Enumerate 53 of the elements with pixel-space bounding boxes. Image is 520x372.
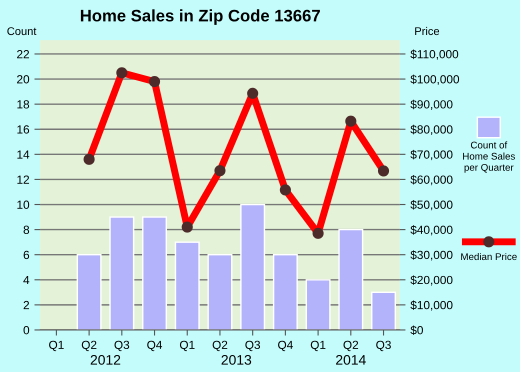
text: 2012 [90,354,120,365]
y2-tick-label: $10,000 [410,300,453,311]
y2-tick-label: $100,000 [410,74,460,85]
y-tick-label: 14 [17,150,30,159]
y2-axis-title: Price [415,26,440,36]
bar [207,254,232,330]
y2-tick-label: $0 [410,326,423,336]
y2-tick-label: $110,000 [410,50,458,60]
legend-label: Median Price [461,252,517,260]
x-tick-label: Q1 [180,340,195,352]
text: 2013 [222,354,252,365]
y2-tick-label: $40,000 [410,225,453,236]
bar [306,279,331,330]
y2-tick-label: $90,000 [410,100,453,110]
x-tick-label: Q4 [147,340,162,352]
x-tick-label: Q3 [376,340,391,352]
x-tick-label: Q1 [49,340,64,352]
y-tick-label: 22 [17,50,30,58]
text: 2014 [336,354,366,365]
x-tick-label: Q3 [114,340,130,352]
y-tick-label: 8 [24,226,30,234]
bar [371,292,396,330]
legend-label: Count of Home Sales per Quarter [463,141,515,173]
x-tick-label: Q4 [278,340,293,352]
y-tick-label: 18 [17,100,30,109]
bar [142,216,168,330]
x-tick-label: Q2 [212,340,228,352]
y2-tick-label: $60,000 [410,174,453,186]
y-axis-title: Count [7,27,36,36]
y-tick-label: 12 [17,175,30,184]
bar [338,228,364,330]
y2-tick-label: $20,000 [410,275,453,286]
bar [240,204,266,330]
x-tick-label: Q1 [310,340,326,352]
y2-tick-label: $70,000 [410,150,453,160]
y-tick-label: 10 [17,200,30,209]
y-tick-label: 20 [17,75,30,84]
y-tick-label: 0 [24,326,30,334]
y2-tick-label: $50,000 [410,200,453,210]
y-tick-label: 6 [24,250,30,260]
bar [174,241,200,330]
y2-tick-label: $80,000 [410,124,453,136]
y-tick-label: 16 [17,125,30,134]
x-tick-label: Q3 [245,340,260,352]
bar [76,254,102,330]
bar [272,254,298,330]
y2-tick-label: $30,000 [410,250,453,260]
y-tick-label: 4 [23,276,30,284]
y-tick-label: 2 [24,300,30,310]
x-tick-label: Q2 [82,340,96,352]
chart-title: Home Sales in Zip Code 13667 [80,9,320,25]
x-tick-label: Q2 [343,340,358,352]
bar [109,216,134,330]
